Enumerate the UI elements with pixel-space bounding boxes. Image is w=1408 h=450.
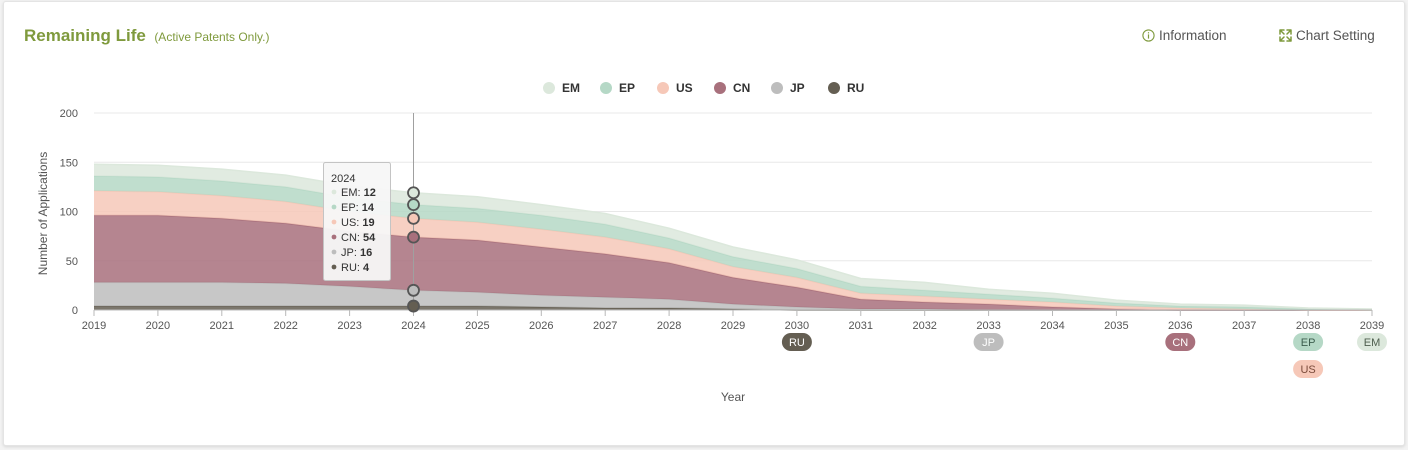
expiry-marker-em: EM bbox=[1357, 333, 1387, 351]
title-main: Remaining Life bbox=[24, 26, 146, 45]
x-tick-label-2020: 2020 bbox=[146, 320, 170, 332]
legend-item-us[interactable]: US bbox=[657, 81, 693, 95]
information-button[interactable]: Information bbox=[1142, 28, 1227, 43]
legend-swatch-ru bbox=[828, 82, 840, 94]
x-tick-label-2024: 2024 bbox=[401, 320, 425, 332]
expiry-pill-jp bbox=[973, 333, 1004, 351]
legend-swatch-us bbox=[657, 82, 669, 94]
expiry-label-ep: EP bbox=[1301, 337, 1316, 349]
x-tick-label-2021: 2021 bbox=[210, 320, 234, 332]
x-tick-label-2022: 2022 bbox=[273, 320, 297, 332]
expiry-pill-cn bbox=[1165, 333, 1196, 351]
chart-title: Remaining Life (Active Patents Only.) bbox=[24, 26, 269, 46]
expand-icon bbox=[1279, 29, 1292, 42]
x-axis-title: Year bbox=[721, 390, 745, 404]
expiry-pill-em bbox=[1357, 333, 1387, 351]
tooltip-dot-ep bbox=[331, 204, 337, 210]
legend-label-ru: RU bbox=[847, 81, 864, 95]
legend-swatch-jp bbox=[771, 82, 783, 94]
expiry-label-em: EM bbox=[1364, 337, 1381, 349]
x-tick-label-2030: 2030 bbox=[785, 320, 809, 332]
tooltip-box bbox=[323, 162, 391, 281]
expiry-pill-ru bbox=[781, 333, 812, 351]
x-tick-label-2035: 2035 bbox=[1104, 320, 1128, 332]
hover-point-ru bbox=[407, 299, 420, 313]
y-tick-label-0: 0 bbox=[72, 305, 78, 317]
x-tick-label-2028: 2028 bbox=[657, 320, 681, 332]
x-tick-label-2032: 2032 bbox=[912, 320, 936, 332]
tooltip: 2024 EM: 12 EP: 14 US: 19 CN: 54 JP: 16 RU: 4 bbox=[323, 162, 391, 281]
x-tick-label-2031: 2031 bbox=[849, 320, 873, 332]
expiry-label-us: US bbox=[1300, 364, 1315, 376]
legend-swatch-ep bbox=[600, 82, 612, 94]
tooltip-year: 2024 bbox=[331, 173, 355, 185]
expiry-marker-us: US bbox=[1293, 360, 1324, 378]
legend-label-jp: JP bbox=[790, 81, 805, 95]
x-tick-label-2029: 2029 bbox=[721, 320, 745, 332]
legend-item-cn[interactable]: CN bbox=[714, 81, 750, 95]
x-tick-label-2036: 2036 bbox=[1168, 320, 1192, 332]
legend-item-ep[interactable]: EP bbox=[600, 81, 635, 95]
hover-point-cn bbox=[407, 230, 420, 244]
information-label: Information bbox=[1159, 28, 1227, 43]
expiry-label-cn: CN bbox=[1172, 337, 1188, 349]
y-tick-label-100: 100 bbox=[60, 207, 78, 219]
expiry-label-jp: JP bbox=[982, 337, 995, 349]
tooltip-dot-cn bbox=[331, 234, 337, 240]
tooltip-row-cn: CN: 54 bbox=[341, 232, 376, 244]
legend-swatch-cn bbox=[714, 82, 726, 94]
title-subtitle: (Active Patents Only.) bbox=[154, 30, 270, 44]
x-tick-label-2019: 2019 bbox=[82, 320, 106, 332]
expiry-pill-us bbox=[1293, 360, 1324, 378]
legend-label-us: US bbox=[676, 81, 693, 95]
expiry-marker-ep: EP bbox=[1293, 333, 1324, 351]
legend-label-ep: EP bbox=[619, 81, 635, 95]
tooltip-row-ep: EP: 14 bbox=[341, 202, 375, 214]
tooltip-dot-em bbox=[331, 189, 337, 195]
legend-item-em[interactable]: EM bbox=[543, 81, 580, 95]
tooltip-row-ru: RU: 4 bbox=[341, 262, 370, 274]
legend-label-em: EM bbox=[562, 81, 580, 95]
tooltip-dot-us bbox=[331, 219, 337, 225]
x-tick-label-2023: 2023 bbox=[337, 320, 361, 332]
chart-setting-button[interactable]: Chart Setting bbox=[1279, 28, 1375, 43]
x-tick-label-2025: 2025 bbox=[465, 320, 489, 332]
x-tick-label-2039: 2039 bbox=[1360, 320, 1384, 332]
x-tick-label-2037: 2037 bbox=[1232, 320, 1256, 332]
line-em bbox=[93, 163, 1373, 310]
expiry-marker-ru: RU bbox=[781, 333, 812, 351]
tooltip-dot-ru bbox=[331, 264, 337, 270]
hover-point-ep bbox=[407, 198, 420, 212]
expiry-label-ru: RU bbox=[789, 337, 805, 349]
legend-item-ru[interactable]: RU bbox=[828, 81, 864, 95]
tooltip-dot-jp bbox=[331, 249, 337, 255]
tooltip-row-jp: JP: 16 bbox=[341, 247, 372, 259]
y-axis-title: Number of Applications bbox=[36, 152, 50, 275]
legend-item-jp[interactable]: JP bbox=[771, 81, 805, 95]
tooltip-row-us: US: 19 bbox=[341, 217, 375, 229]
x-tick-label-2026: 2026 bbox=[529, 320, 553, 332]
x-tick-label-2027: 2027 bbox=[593, 320, 617, 332]
hover-point-em bbox=[407, 186, 420, 200]
legend-label-cn: CN bbox=[733, 81, 750, 95]
x-tick-label-2033: 2033 bbox=[976, 320, 1000, 332]
x-tick-label-2034: 2034 bbox=[1040, 320, 1064, 332]
hover-point-jp bbox=[407, 283, 420, 297]
expiry-pill-ep bbox=[1293, 333, 1324, 351]
hover-point-us bbox=[407, 211, 420, 225]
y-tick-label-200: 200 bbox=[60, 108, 78, 120]
legend-swatch-em bbox=[543, 82, 555, 94]
tooltip-row-em: EM: 12 bbox=[341, 187, 376, 199]
x-tick-label-2038: 2038 bbox=[1296, 320, 1320, 332]
expiry-marker-cn: CN bbox=[1165, 333, 1196, 351]
y-tick-label-50: 50 bbox=[66, 256, 78, 268]
y-tick-label-150: 150 bbox=[60, 157, 78, 169]
expiry-marker-jp: JP bbox=[973, 333, 1004, 351]
info-icon bbox=[1142, 29, 1155, 42]
chart-setting-label: Chart Setting bbox=[1296, 28, 1375, 43]
